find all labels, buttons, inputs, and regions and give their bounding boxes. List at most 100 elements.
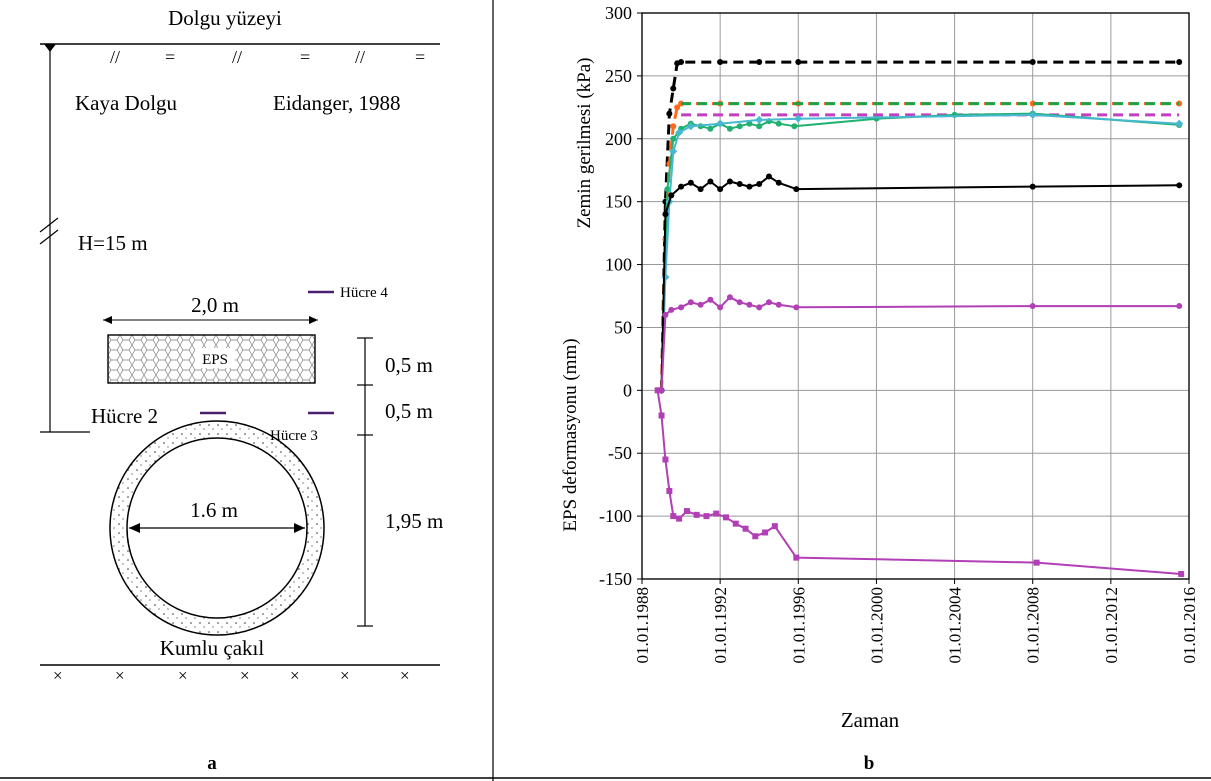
data-point — [676, 515, 683, 522]
y-tick-label: 0 — [623, 380, 632, 400]
x-tick-label: 01.01.2016 — [1180, 587, 1199, 664]
data-point — [669, 147, 678, 156]
data-point — [670, 513, 677, 520]
svg-text:×: × — [178, 666, 188, 685]
data-point — [668, 306, 675, 313]
svg-text:=: = — [165, 47, 175, 67]
data-point — [717, 186, 724, 193]
surface-label: Dolgu yüzeyi — [168, 6, 282, 30]
y-axis-label-upper: Zemin gerilmesi (kPa) — [574, 58, 595, 229]
cell4-label: Hücre 4 — [340, 285, 388, 301]
data-point — [1176, 303, 1183, 310]
data-point — [726, 125, 733, 132]
y-tick-label: 150 — [605, 192, 632, 212]
plot-area — [641, 12, 1190, 580]
x-tick-label: 01.01.2008 — [1024, 587, 1043, 664]
eps-label-bg — [195, 348, 235, 368]
data-point — [707, 125, 714, 132]
arrow-left — [129, 523, 140, 533]
break-mark — [39, 217, 59, 233]
arrow-right — [309, 316, 318, 324]
y-tick-label: -100 — [599, 506, 632, 526]
svg-text:×: × — [115, 666, 125, 685]
data-point — [746, 183, 753, 190]
data-point — [775, 301, 782, 308]
x-tick-label: 01.01.1988 — [633, 587, 652, 664]
data-point — [1028, 110, 1037, 119]
y-tick-label: -150 — [599, 569, 632, 589]
data-point — [697, 301, 704, 308]
svg-text:×: × — [240, 666, 250, 685]
base-label: Kumlu çakıl — [160, 636, 265, 660]
data-point — [793, 304, 800, 311]
break-mark — [39, 229, 59, 245]
data-point — [707, 178, 714, 185]
data-point — [726, 294, 733, 301]
data-point — [686, 122, 695, 131]
y-tick-label: 300 — [605, 3, 632, 23]
dim-mid-label: 0,5 m — [385, 399, 433, 423]
data-point — [697, 186, 704, 193]
dim-pipe-label: 1,95 m — [385, 509, 443, 533]
data-point — [746, 301, 753, 308]
data-point — [678, 304, 685, 311]
data-point — [791, 123, 798, 130]
data-point — [736, 299, 743, 306]
data-point — [726, 178, 733, 185]
data-point — [675, 128, 684, 137]
data-point — [1029, 59, 1036, 66]
data-point — [742, 525, 749, 532]
x-tick-label: 01.01.2004 — [946, 587, 965, 664]
data-point — [756, 181, 763, 188]
data-point — [1175, 119, 1184, 128]
height-label: H=15 m — [78, 231, 148, 255]
data-point — [746, 120, 753, 127]
svg-text:×: × — [340, 666, 350, 685]
arrow-left — [103, 316, 112, 324]
data-point — [678, 59, 685, 66]
data-point — [716, 119, 725, 128]
y-tick-label: 200 — [605, 129, 632, 149]
data-point — [687, 299, 694, 306]
svg-text://: // — [232, 47, 242, 67]
data-point — [793, 186, 800, 193]
data-point — [723, 514, 730, 521]
data-point — [713, 510, 720, 517]
panel-b-letter: b — [864, 753, 875, 774]
y-tick-label: 100 — [605, 255, 632, 275]
data-point — [687, 179, 694, 186]
data-point — [666, 110, 673, 117]
y-tick-label: 250 — [605, 66, 632, 86]
eps-width-label: 2,0 m — [191, 293, 239, 317]
data-point — [765, 173, 772, 180]
svg-text:×: × — [53, 666, 63, 685]
arrow-right — [294, 523, 305, 533]
series-layer — [654, 59, 1185, 577]
pipe-diameter-label: 1.6 m — [190, 498, 238, 522]
data-point — [732, 520, 739, 527]
surface-hatching: // = // = // = — [110, 47, 425, 67]
data-point — [703, 513, 710, 520]
svg-text:×: × — [290, 666, 300, 685]
x-tick-label: 01.01.1996 — [789, 587, 808, 664]
data-point — [756, 304, 763, 311]
reference-label: Eidanger, 1988 — [273, 91, 400, 115]
data-point — [775, 179, 782, 186]
data-point — [1178, 570, 1185, 577]
panel-a-schematic: Dolgu yüzeyi // = // = // = Kaya Dolgu E… — [39, 6, 443, 774]
data-point — [666, 487, 673, 494]
y-tick-labels: -150 -100 -50 0 50 100 150 200 250 300 — [599, 3, 632, 589]
data-point — [670, 123, 677, 130]
x-tick-labels: 01.01.1988 01.01.1992 01.01.1996 01.01.2000… — [633, 587, 1199, 664]
data-point — [670, 135, 677, 142]
svg-text://: // — [355, 47, 365, 67]
data-point — [1033, 559, 1040, 566]
base-hatching: × × × × × × × — [53, 666, 410, 685]
series-line-1 — [660, 60, 1180, 391]
data-point — [678, 183, 685, 190]
svg-text://: // — [110, 47, 120, 67]
svg-text:×: × — [400, 666, 410, 685]
data-point — [1176, 59, 1183, 66]
eps-label: EPS — [202, 352, 228, 368]
